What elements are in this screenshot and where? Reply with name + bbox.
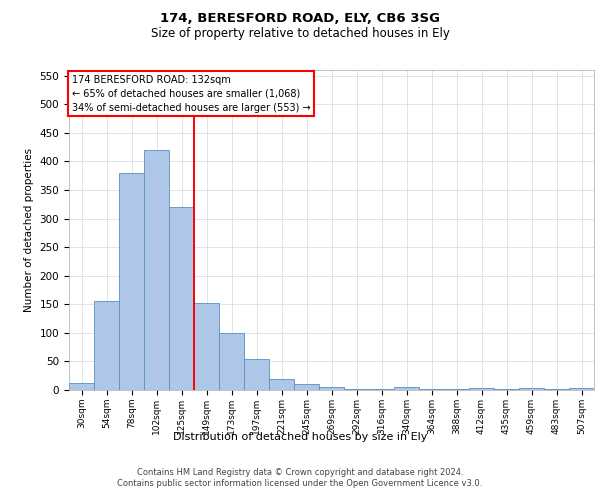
Text: Size of property relative to detached houses in Ely: Size of property relative to detached ho… — [151, 28, 449, 40]
Bar — [369, 389, 394, 390]
Y-axis label: Number of detached properties: Number of detached properties — [24, 148, 34, 312]
Bar — [94, 302, 119, 390]
Bar — [319, 387, 344, 390]
Text: 174, BERESFORD ROAD, ELY, CB6 3SG: 174, BERESFORD ROAD, ELY, CB6 3SG — [160, 12, 440, 26]
Bar — [469, 388, 494, 390]
Text: Distribution of detached houses by size in Ely: Distribution of detached houses by size … — [173, 432, 427, 442]
Bar — [419, 389, 444, 390]
Bar — [394, 387, 419, 390]
Bar — [69, 382, 94, 390]
Bar — [244, 358, 269, 390]
Bar — [269, 378, 294, 390]
Text: Contains HM Land Registry data © Crown copyright and database right 2024.
Contai: Contains HM Land Registry data © Crown c… — [118, 468, 482, 487]
Bar — [194, 302, 219, 390]
Bar — [294, 384, 319, 390]
Text: 174 BERESFORD ROAD: 132sqm
← 65% of detached houses are smaller (1,068)
34% of s: 174 BERESFORD ROAD: 132sqm ← 65% of deta… — [71, 75, 310, 113]
Bar — [169, 207, 194, 390]
Bar — [144, 150, 169, 390]
Bar — [119, 173, 144, 390]
Bar — [569, 388, 594, 390]
Bar — [344, 389, 369, 390]
Bar — [219, 333, 244, 390]
Bar — [519, 388, 544, 390]
